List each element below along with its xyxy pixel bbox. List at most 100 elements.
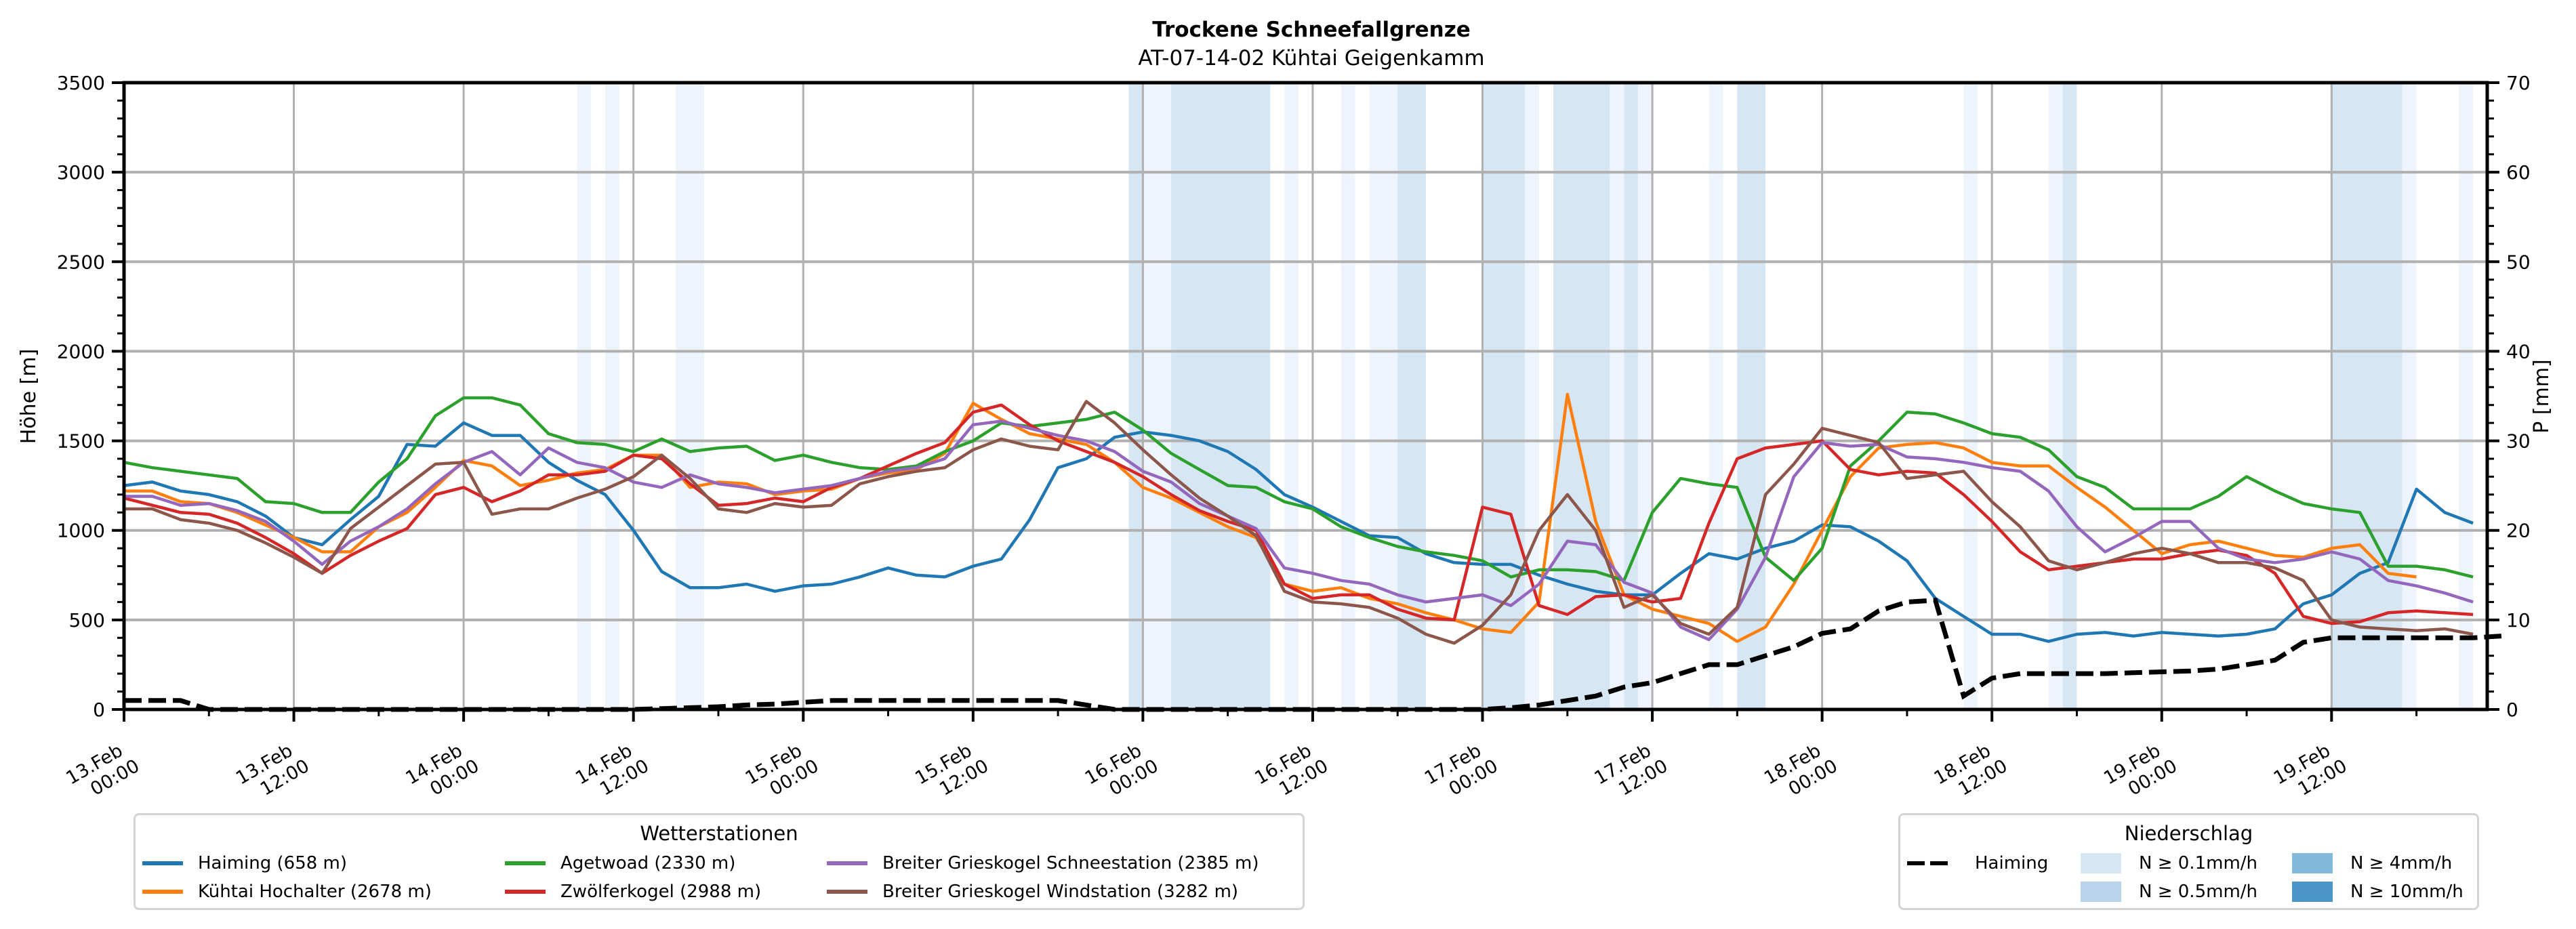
- legend-swatch: [142, 861, 183, 865]
- precip-band: [577, 83, 592, 709]
- x-tick-label: 19.Feb00:00: [2100, 737, 2181, 808]
- y-right-tick-label: 50: [2506, 251, 2531, 273]
- precip-band: [2048, 83, 2063, 709]
- y-tick-label: 3500: [57, 72, 105, 94]
- legend-swatch: [827, 861, 867, 865]
- legend-stations-title: Wetterstationen: [640, 822, 798, 845]
- legend-swatch: [505, 890, 546, 894]
- precip-band: [1737, 83, 1766, 709]
- chart-title: Trockene Schneefallgrenze: [1152, 18, 1471, 42]
- legend-label: Breiter Grieskogel Windstation (3282 m): [882, 882, 1239, 902]
- precip-band: [1610, 83, 1624, 709]
- x-tick-label: 13.Feb12:00: [232, 737, 313, 808]
- series-line: [123, 421, 2474, 643]
- y-right-tick-label: 30: [2506, 430, 2531, 453]
- x-tick-label: 17.Feb12:00: [1591, 737, 1671, 808]
- legend-item: Agetwoad (2330 m): [505, 853, 735, 873]
- y-axis-label: Höhe [m]: [17, 349, 41, 445]
- precip-band: [1128, 83, 1143, 709]
- legend-item-band: N ≥ 0.1mm/h: [2081, 853, 2257, 873]
- legend-swatch: [142, 890, 183, 894]
- precip-band: [1341, 83, 1355, 709]
- legend-stations: Wetterstationen Haiming (658 m) Kühtai H…: [134, 813, 1305, 910]
- y-right-tick-label: 40: [2506, 340, 2531, 363]
- precip-band: [1709, 83, 1723, 709]
- y-tick-label: 3000: [57, 161, 105, 184]
- y-tick-label: 1500: [57, 430, 105, 453]
- legend-label: Zwölferkogel (2988 m): [560, 882, 762, 902]
- precip-band: [1284, 83, 1299, 709]
- precip-band: [1482, 83, 1526, 709]
- y-tick-label: 2500: [57, 251, 105, 273]
- legend-swatch: [505, 861, 546, 865]
- legend-label: Breiter Grieskogel Schneestation (2385 m…: [882, 853, 1259, 873]
- y-right-tick-label: 0: [2506, 699, 2518, 721]
- x-tick-label: 15.Feb12:00: [912, 737, 992, 808]
- legend-patch: [2292, 882, 2333, 902]
- x-tick-label: 17.Feb00:00: [1421, 737, 1502, 808]
- precip-bands: [577, 83, 2474, 709]
- x-tick-label: 16.Feb12:00: [1251, 737, 1332, 808]
- plot-frame: [122, 81, 2489, 711]
- precip-band: [1624, 83, 1639, 709]
- precip-band: [2062, 83, 2077, 709]
- x-tick-label: 18.Feb12:00: [1931, 737, 2011, 808]
- x-tick-label: 14.Feb00:00: [403, 737, 483, 808]
- precip-band: [676, 83, 705, 709]
- legend-label: N ≥ 4mm/h: [2350, 853, 2453, 873]
- y-tick-label: 1000: [57, 520, 105, 542]
- x-tick-label: 18.Feb00:00: [1761, 737, 1841, 808]
- precip-band: [1638, 83, 1653, 709]
- y-tick-label: 2000: [57, 340, 105, 363]
- legend-precip-title: Niederschlag: [2124, 822, 2253, 845]
- legend-item-band: N ≥ 10mm/h: [2292, 882, 2463, 902]
- legend-item: Breiter Grieskogel Windstation (3282 m): [827, 882, 1238, 902]
- x-tick-label: 19.Feb12:00: [2270, 737, 2351, 808]
- series-line: [124, 419, 2474, 642]
- legend-patch: [2081, 882, 2121, 902]
- y-axis-right-label: P [mm]: [2530, 359, 2554, 433]
- y-tick-label: 500: [69, 609, 105, 632]
- legend-swatch: [827, 890, 867, 894]
- legend-item: Haiming (658 m): [142, 853, 347, 873]
- legend-label: N ≥ 0.1mm/h: [2139, 853, 2258, 873]
- chart-subtitle: AT-07-14-02 Kühtai Geigenkamm: [1138, 46, 1484, 70]
- y-right-tick-label: 70: [2506, 72, 2531, 94]
- legend-item-band: N ≥ 4mm/h: [2292, 853, 2452, 873]
- legend-patch: [2081, 853, 2121, 873]
- precip-band: [2459, 83, 2474, 709]
- legend-dash-swatch: [1907, 861, 1948, 865]
- legend-item: Zwölferkogel (2988 m): [505, 882, 761, 902]
- grid: [123, 81, 2487, 711]
- x-tick-label: 15.Feb00:00: [742, 737, 823, 808]
- legend-label: Agetwoad (2330 m): [560, 853, 736, 873]
- y-right-tick-label: 20: [2506, 520, 2531, 542]
- legend-item-haiming-precip: Haiming: [1907, 853, 2048, 873]
- legend-label: N ≥ 0.5mm/h: [2139, 882, 2258, 902]
- legend-item-band: N ≥ 0.5mm/h: [2081, 882, 2257, 902]
- precip-band: [1143, 83, 1172, 709]
- legend-label: Haiming (658 m): [198, 853, 348, 873]
- legend-label: N ≥ 10mm/h: [2350, 882, 2463, 902]
- precip-band: [1553, 83, 1610, 709]
- precip-band: [1171, 83, 1271, 709]
- precip-band: [605, 83, 619, 709]
- y-tick-label: 0: [93, 699, 105, 721]
- precip-band: [1963, 83, 1978, 709]
- x-tick-label: 14.Feb12:00: [572, 737, 653, 808]
- legend-label: Kühtai Hochalter (2678 m): [198, 882, 432, 902]
- precip-band: [2402, 83, 2417, 709]
- legend-item: Kühtai Hochalter (2678 m): [142, 882, 432, 902]
- series-line: [123, 396, 2474, 582]
- legend-label: Haiming: [1975, 853, 2049, 873]
- y-right-tick-label: 10: [2506, 609, 2531, 632]
- series-line: [124, 400, 2474, 645]
- precip-band: [2331, 83, 2403, 709]
- precip-band: [1369, 83, 1398, 709]
- legend-precip: Niederschlag Haiming N ≥ 0.1mm/h N ≥ 0.5…: [1898, 813, 2479, 910]
- x-tick-label: 16.Feb00:00: [1082, 737, 1162, 808]
- legend-patch: [2292, 853, 2333, 873]
- y-right-tick-label: 60: [2506, 161, 2531, 184]
- x-tick-label: 13.Feb00:00: [62, 737, 143, 808]
